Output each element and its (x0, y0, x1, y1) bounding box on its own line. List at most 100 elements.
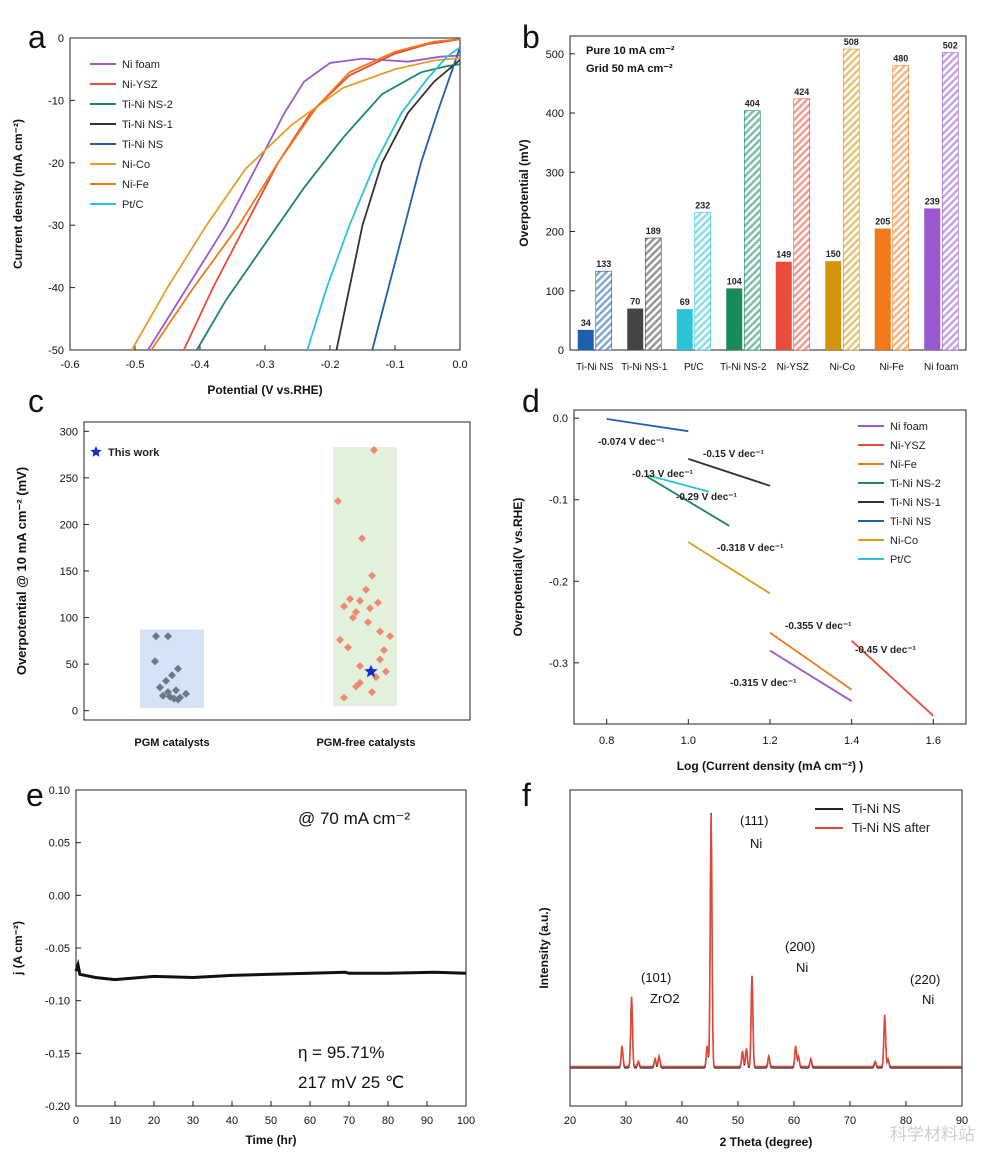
category-label-pgm: PGM catalysts (134, 737, 209, 749)
legend-label: Ni-Fe (890, 459, 917, 471)
legend-star (90, 446, 102, 457)
bar-label-grid: 133 (596, 259, 611, 269)
x-tick-label: -0.6 (61, 359, 80, 371)
y-tick-label: -0.20 (45, 1101, 70, 1113)
x-axis-label: Time (hr) (245, 1133, 296, 1147)
tafel-line (606, 418, 689, 433)
x-tick-label: 80 (900, 1115, 912, 1127)
pgm-point (156, 683, 164, 692)
panel-letter-f: f (522, 777, 531, 813)
series-line (371, 47, 461, 351)
pgm-free-point (340, 602, 348, 611)
panel-f-xrd-chart: 20 30 40 50 60 70 80 90 2 Theta (degree) Intensit… (537, 789, 968, 1149)
y-tick-label: 150 (60, 566, 78, 578)
x-tick-label: 80 (382, 1115, 394, 1127)
x-tick-label: -0.1 (386, 359, 405, 371)
y-tick-label: -40 (48, 283, 64, 295)
x-category-label: Ti-Ni NS-1 (621, 362, 668, 373)
plot-frame (75, 789, 467, 1107)
y-tick-label: 300 (60, 426, 78, 438)
panel-letter-b: b (522, 19, 540, 55)
tafel-line (647, 476, 730, 527)
x-tick-label: 0.8 (599, 735, 614, 747)
y-tick-label: 0 (58, 33, 64, 45)
bar-grid (595, 270, 613, 351)
series-line (306, 46, 461, 351)
x-tick-label: 90 (956, 1115, 968, 1127)
pgm-free-point (380, 646, 388, 655)
bar-pure (775, 261, 792, 350)
y-axis-label: Intensity (a.u.) (537, 907, 551, 988)
x-tick-label: 40 (226, 1115, 238, 1127)
tafel-line (851, 640, 934, 717)
bar-label-grid: 232 (695, 201, 710, 211)
this-work-star (364, 664, 378, 678)
x-tick-label: 0.0 (452, 359, 467, 371)
plot-frame (569, 35, 967, 351)
bar-label-pure: 104 (727, 276, 742, 286)
panel-a-lsv-chart: -0.6 -0.5 -0.4 -0.3 -0.2 -0.1 0.0 -50 -40 -30 -20 -… (11, 33, 468, 397)
pgm-point (174, 664, 182, 673)
series-line (131, 57, 461, 351)
y-tick-label: 0.0 (553, 413, 568, 425)
x-category-label: Pt/C (684, 362, 703, 373)
pgm-free-point (382, 667, 390, 676)
y-axis-label: Overpotential (mV) (517, 139, 531, 246)
pgm-free-point (352, 682, 360, 691)
y-tick-label: 0 (72, 706, 78, 718)
pgm-free-point (349, 613, 357, 622)
bar-label-grid: 189 (646, 226, 661, 236)
legend-label: Ti-Ni NS (890, 516, 931, 528)
tafel-line (688, 458, 771, 487)
series-line (335, 59, 461, 351)
x-tick-label: 1.0 (681, 735, 696, 747)
bar-grid (793, 98, 811, 351)
x-tick-label: 20 (564, 1115, 576, 1127)
x-axis-label: 2 Theta (degree) (720, 1135, 813, 1149)
peak-label-111: (111) (740, 813, 768, 828)
x-tick-label: -0.2 (321, 359, 340, 371)
y-tick-label: -20 (48, 158, 64, 170)
series-line (147, 54, 461, 351)
pgm-free-point (370, 445, 378, 454)
legend-label: Ni-Co (890, 535, 918, 547)
peak-label-111-ni: Ni (750, 836, 762, 851)
panel-d-tafel-chart: 0.8 1.0 1.2 1.4 1.6 0.0 -0.1 -0.2 -0.3 Log (Curre… (511, 409, 967, 773)
bar-label-grid: 502 (943, 41, 958, 51)
x-tick-label: -0.4 (191, 359, 210, 371)
panel-c-catalyst-comparison-chart: 0 50 100 150 200 250 300 Overpotential @ 10 mA … (14, 421, 471, 749)
x-tick-label: 1.4 (844, 735, 859, 747)
bar-grid (694, 212, 712, 351)
y-tick-label: 100 (546, 286, 564, 298)
y-tick-label: 500 (546, 49, 564, 61)
x-tick-label: 1.2 (762, 735, 777, 747)
pgm-point (162, 676, 170, 685)
slope-label: -0.29 V dec⁻¹ (676, 492, 738, 503)
y-tick-label: -10 (48, 95, 64, 107)
bar-grid (842, 48, 860, 351)
y-tick-label: -30 (48, 220, 64, 232)
y-tick-label: 0.05 (49, 838, 70, 850)
watermark: 科学材料站 (890, 1125, 975, 1144)
pgm-free-point (334, 497, 342, 506)
current-density-line (74, 958, 467, 982)
legend-label: Ni foam (122, 59, 160, 71)
pgm-free-point (340, 693, 348, 702)
legend-label: Ti-Ni NS-2 (890, 478, 941, 490)
pgm-point (164, 632, 172, 641)
y-tick-label: 400 (546, 108, 564, 120)
panel-letter-e: e (26, 777, 44, 813)
x-tick-label: 60 (304, 1115, 316, 1127)
peak-label-220-ni: Ni (922, 992, 934, 1007)
bar-label-grid: 508 (844, 37, 859, 47)
pgm-point (182, 689, 190, 698)
slope-label: -0.074 V dec⁻¹ (598, 437, 665, 448)
legend-label: Pt/C (890, 554, 911, 566)
tafel-line (769, 631, 853, 691)
bar-label-pure: 70 (630, 297, 640, 307)
series-line (196, 63, 461, 351)
pgm-point (174, 695, 182, 704)
plot-frame (569, 789, 963, 1107)
slope-label: -0.45 V dec⁻¹ (855, 645, 917, 656)
x-tick-label: 40 (676, 1115, 688, 1127)
